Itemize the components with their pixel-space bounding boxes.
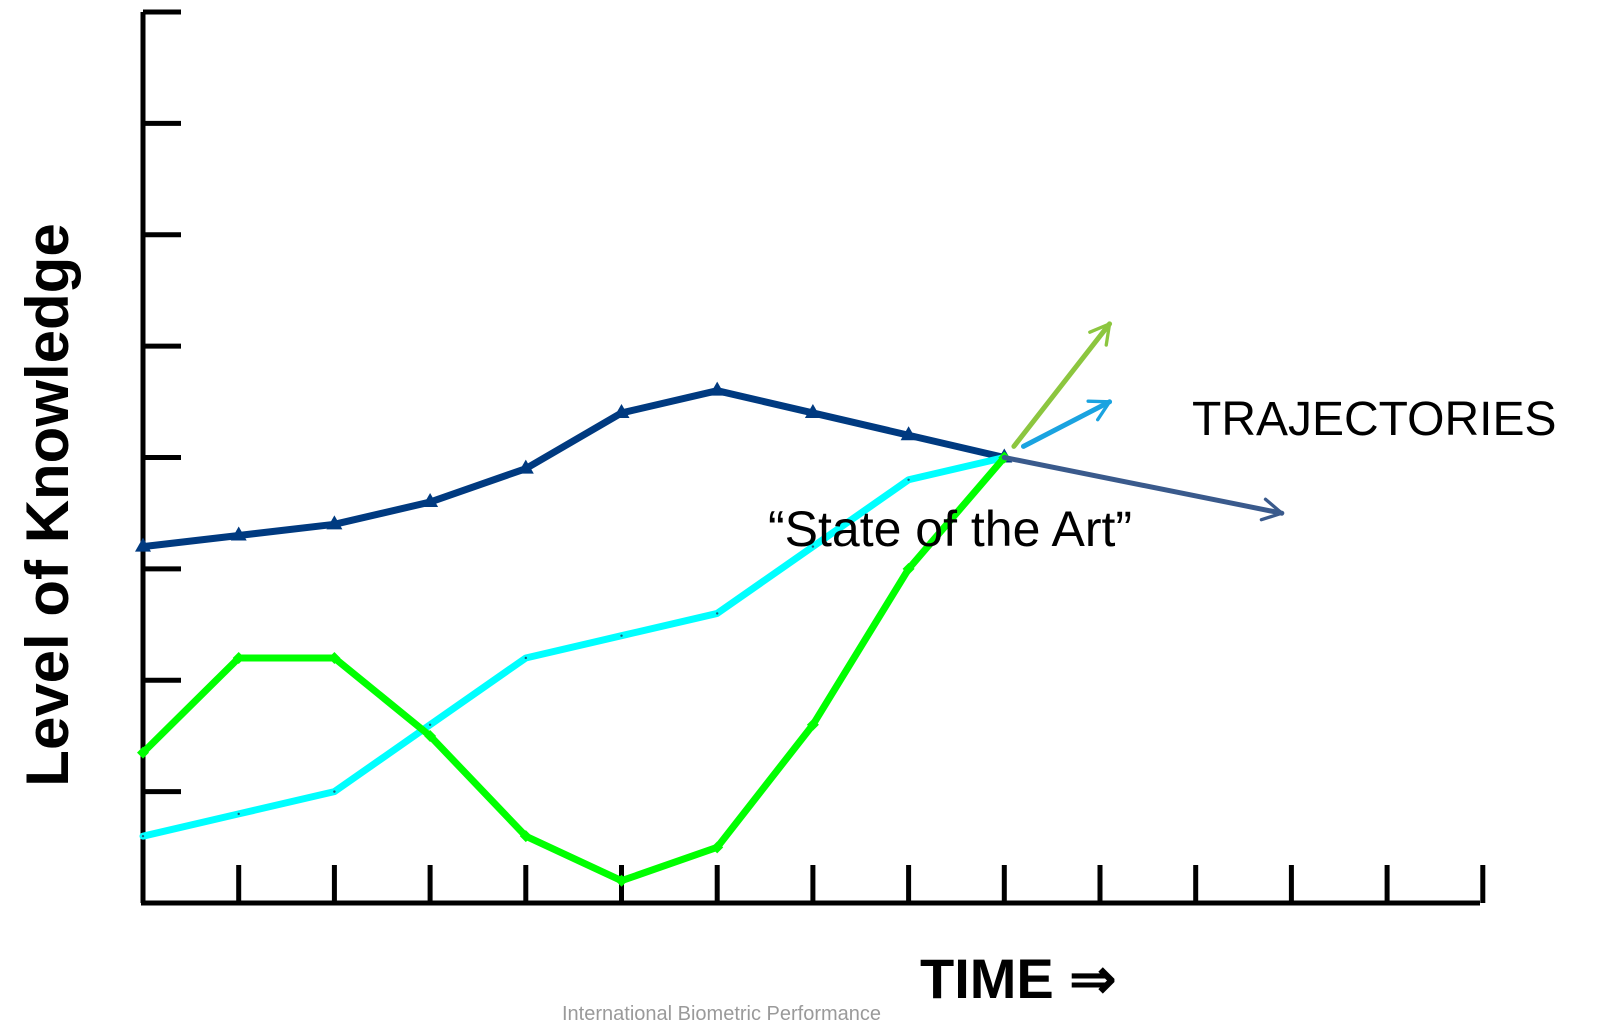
series-point-dot bbox=[620, 634, 623, 637]
state-of-the-art-label: “State of the Art” bbox=[768, 501, 1132, 557]
series-point bbox=[902, 562, 915, 575]
series-point bbox=[328, 651, 341, 664]
series-line-2 bbox=[139, 454, 1008, 840]
series-point-dot bbox=[428, 723, 432, 726]
x-axis-label: TIME ⇒ bbox=[920, 947, 1116, 1010]
series-lines bbox=[135, 381, 1013, 887]
trajectory-arrow-1 bbox=[1011, 321, 1113, 449]
trajectories-label: TRAJECTORIES bbox=[1192, 393, 1557, 446]
y-axis-label: Level of Knowledge bbox=[14, 223, 81, 786]
series-line-1 bbox=[139, 387, 1008, 551]
series-point bbox=[137, 746, 149, 759]
series-point bbox=[326, 515, 343, 530]
series-point-dot bbox=[141, 834, 145, 838]
series-point bbox=[900, 426, 917, 441]
series-point bbox=[519, 830, 532, 843]
series-line-3 bbox=[139, 454, 1008, 885]
axes bbox=[140, 9, 1486, 906]
series-point bbox=[135, 537, 151, 552]
trajectory-arrows bbox=[1001, 321, 1285, 522]
series-point-dot bbox=[333, 790, 336, 793]
series-point bbox=[613, 403, 630, 418]
series-point bbox=[424, 729, 437, 742]
trajectory-arrow-3 bbox=[1001, 455, 1285, 522]
series-point bbox=[517, 459, 534, 474]
series-point bbox=[232, 651, 245, 664]
series-point bbox=[804, 403, 821, 418]
series-point-dot bbox=[237, 812, 240, 816]
series-point bbox=[615, 874, 628, 887]
footer-caption: International Biometric Performance bbox=[562, 1003, 881, 1023]
series-point bbox=[422, 493, 439, 508]
series-point bbox=[230, 526, 247, 541]
series-point-dot bbox=[524, 656, 527, 660]
series-point-dot bbox=[811, 545, 815, 548]
series-point-dot bbox=[907, 478, 910, 481]
series-point bbox=[806, 718, 819, 731]
series-point bbox=[709, 381, 726, 396]
trajectory-arrow-2 bbox=[1020, 399, 1113, 449]
series-point bbox=[711, 841, 724, 854]
series-point-dot bbox=[716, 612, 719, 615]
